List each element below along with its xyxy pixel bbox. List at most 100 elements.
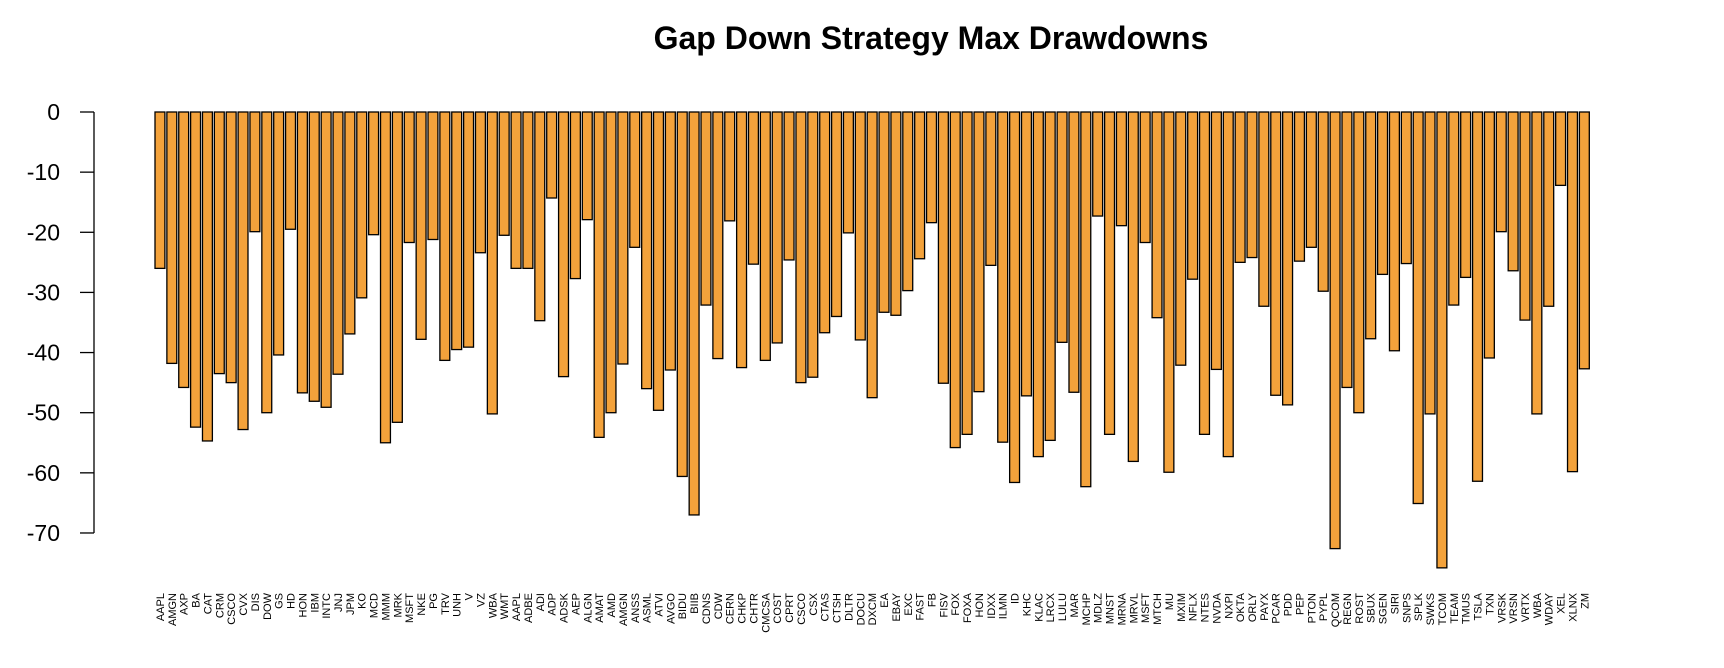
bar xyxy=(1507,111,1519,272)
x-tick-label: NVDA xyxy=(1211,592,1223,623)
x-tick-label: CSCO xyxy=(796,593,808,625)
x-tick-label: MXIM xyxy=(1176,593,1188,622)
bar xyxy=(557,111,570,378)
bar xyxy=(1151,111,1163,319)
bar xyxy=(356,111,368,299)
x-tick-label: MSFT xyxy=(1140,593,1152,623)
bar xyxy=(1341,111,1353,389)
bar xyxy=(391,111,403,423)
bar xyxy=(534,111,546,322)
x-tick-label: MRK xyxy=(392,592,404,617)
x-tick-label: MSFT xyxy=(404,593,416,623)
bar xyxy=(1175,111,1187,366)
bar xyxy=(439,111,451,362)
x-tick-label: SNPS xyxy=(1401,593,1413,623)
bar xyxy=(1293,111,1306,262)
x-tick-label: TRV xyxy=(440,592,452,614)
bar xyxy=(593,111,605,439)
bar xyxy=(379,111,392,444)
x-tick-label: ADBE xyxy=(523,593,535,623)
bar xyxy=(1578,111,1590,370)
x-tick-label: GS xyxy=(274,593,286,609)
bar xyxy=(368,111,380,236)
x-tick-label: MTCH xyxy=(1152,593,1164,625)
y-tick-label: -70 xyxy=(27,520,60,546)
bar xyxy=(830,111,843,318)
x-tick-label: BIDU xyxy=(677,593,689,619)
bar xyxy=(1543,111,1555,307)
x-tick-label: INTC xyxy=(321,593,333,619)
y-tick-label: -40 xyxy=(27,340,60,366)
x-tick-label: ADSK xyxy=(559,592,571,623)
x-tick-label: SGEN xyxy=(1378,593,1390,624)
x-tick-label: DXCM xyxy=(867,593,879,625)
x-tick-label: VRSK xyxy=(1496,592,1508,623)
x-tick-label: CPRT xyxy=(784,593,796,623)
bar xyxy=(546,111,558,199)
x-tick-label: JPM xyxy=(345,593,357,615)
x-tick-label: CTAS xyxy=(820,593,832,622)
x-tick-label: SWKS xyxy=(1425,593,1437,625)
bar xyxy=(1555,111,1567,187)
bar xyxy=(403,111,415,244)
bar xyxy=(1495,111,1507,233)
bar xyxy=(842,111,855,234)
x-tick-label: QCOM xyxy=(1330,593,1342,627)
x-tick-label: MAR xyxy=(1069,593,1081,618)
bar xyxy=(1246,111,1258,259)
bar xyxy=(344,111,356,335)
x-tick-label: AXP xyxy=(179,593,191,615)
bar xyxy=(795,111,807,384)
bar xyxy=(498,111,510,236)
bar xyxy=(712,111,724,360)
x-tick-label: CHTR xyxy=(748,593,760,624)
x-tick-label: VRSN xyxy=(1508,593,1520,624)
x-tick-label: ADI xyxy=(535,593,547,611)
x-tick-label: AVGO xyxy=(665,593,677,624)
bar xyxy=(783,111,795,261)
bar xyxy=(1139,111,1151,244)
x-tick-label: KHC xyxy=(1021,593,1033,616)
x-tick-label: CDW xyxy=(713,592,725,619)
bar xyxy=(1400,111,1412,265)
x-tick-label: PYPL xyxy=(1318,593,1330,621)
bar xyxy=(1020,111,1033,397)
bar xyxy=(486,111,498,415)
bar xyxy=(213,111,225,375)
bars xyxy=(154,111,1590,569)
bar xyxy=(1531,111,1543,415)
bar xyxy=(1353,111,1365,414)
x-tick-label: FOXA xyxy=(962,592,974,623)
bar xyxy=(510,111,522,270)
x-tick-label: AAPL xyxy=(155,593,167,621)
bar xyxy=(1519,111,1531,321)
x-tick-label: MCHP xyxy=(1081,593,1093,625)
x-tick-label: WMT xyxy=(499,593,511,620)
x-tick-label: FISV xyxy=(938,592,950,617)
x-tick-label: HON xyxy=(974,593,986,618)
x-tick-label: WBA xyxy=(1532,592,1544,618)
bar xyxy=(735,111,748,369)
bar xyxy=(1424,111,1436,415)
bar xyxy=(154,111,166,270)
bar xyxy=(1282,111,1294,406)
bar xyxy=(249,111,261,233)
bar xyxy=(1032,111,1044,458)
x-tick-label: COST xyxy=(772,593,784,624)
bar xyxy=(1258,111,1270,307)
x-tick-label: EXC xyxy=(903,593,915,616)
y-tick-label: -60 xyxy=(27,460,60,486)
x-tick-label: MU xyxy=(1164,593,1176,610)
x-tick-label: KO xyxy=(357,593,369,609)
bar xyxy=(664,111,676,371)
bar xyxy=(284,111,297,230)
bar xyxy=(1044,111,1056,442)
bar xyxy=(1092,111,1104,217)
bar xyxy=(522,111,534,270)
x-tick-label: AMD xyxy=(606,593,618,618)
x-tick-label: EA xyxy=(879,592,891,607)
bar xyxy=(617,111,629,365)
bar xyxy=(1198,111,1211,436)
bar xyxy=(189,111,202,428)
